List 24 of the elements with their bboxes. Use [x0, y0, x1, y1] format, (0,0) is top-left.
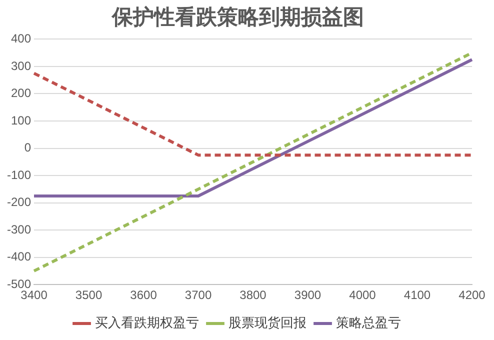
legend-label: 股票现货回报	[228, 316, 306, 331]
y-tick-label: -500	[6, 276, 32, 291]
legend-label: 策略总盈亏	[336, 316, 401, 331]
line-series	[32, 72, 474, 157]
legend-label: 买入看跌期权盈亏	[94, 316, 199, 331]
y-tick-label: 100	[10, 113, 32, 128]
y-tick-label: -400	[6, 250, 32, 264]
x-tick-label: 3500	[75, 288, 102, 302]
x-tick-label: 3900	[294, 288, 322, 302]
y-tick-label: 0	[24, 140, 32, 155]
y-tick-label: 200	[10, 86, 32, 100]
y-tick-label: -200	[6, 195, 32, 210]
x-tick-label: 3700	[184, 288, 212, 302]
y-tick-label: 300	[10, 58, 32, 73]
x-tick-label: 3800	[240, 288, 267, 302]
y-tick-label: -100	[6, 168, 32, 182]
y-tick-label: 400	[10, 32, 32, 46]
x-tick-label: 4000	[349, 288, 376, 302]
x-tick-label: 4200	[458, 288, 486, 302]
y-tick-label: -300	[6, 222, 32, 236]
chart-title: 保护性看跌策略到期损益图	[111, 5, 364, 30]
x-tick-label: 3600	[130, 288, 158, 302]
x-tick-label: 4100	[404, 288, 431, 302]
x-tick-label: 3400	[20, 288, 48, 302]
